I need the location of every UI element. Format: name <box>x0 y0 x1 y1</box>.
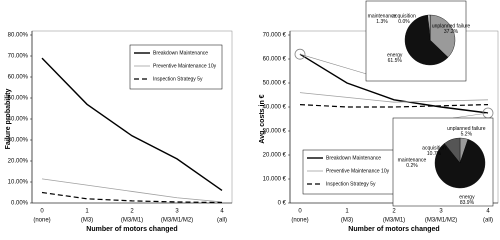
x-tick-sublabel: (all) <box>217 218 227 224</box>
x-axis-title: Number of motors changed <box>86 226 177 233</box>
x-tick-label: 1 <box>345 209 349 215</box>
y-tick-label: 0 € <box>278 201 287 207</box>
y-tick-label: 60.00% <box>8 75 29 81</box>
y-tick-label: 30.000 € <box>263 129 287 135</box>
pie-label: maintenance <box>398 157 427 163</box>
callout-line <box>452 112 489 119</box>
x-tick-sublabel: (M3/M1/M2) <box>425 218 457 224</box>
x-tick-label: 2 <box>130 209 134 215</box>
x-tick-sublabel: (M3/M1/M2) <box>161 218 193 224</box>
series-line <box>299 104 489 108</box>
callout-circle <box>294 48 306 60</box>
y-tick-label: 30.00% <box>8 138 29 144</box>
y-tick-label: 70.000 € <box>263 33 287 39</box>
pie-label: energy <box>459 194 475 200</box>
x-tick-label: 4 <box>486 209 490 215</box>
series-line <box>299 92 489 103</box>
pie-label: acquisition <box>392 13 416 19</box>
y-tick-label: 50.00% <box>8 96 29 102</box>
x-tick-label: 4 <box>220 209 224 215</box>
y-axis-title: Avg. costs in € <box>259 94 266 143</box>
x-tick-label: 0 <box>40 209 44 215</box>
x-tick-label: 1 <box>85 209 89 215</box>
x-tick-sublabel: (M3/M1) <box>121 218 143 224</box>
series-line <box>299 53 489 114</box>
pie-value-label: 0.0% <box>398 19 410 25</box>
pie-label: energy <box>387 52 403 58</box>
y-tick-label: 20.000 € <box>263 153 287 159</box>
y-tick-label: 20.00% <box>8 159 29 165</box>
legend-label: Inspection Strategy 5y <box>153 76 203 82</box>
pie-value-label: 5.2% <box>461 131 473 137</box>
legend-label: Preventive Maintenance 10y <box>326 168 390 174</box>
figure: 0.00% 10.00% 20.00% 30.00% 40.00% 50.00% 60.00… <box>5 0 499 233</box>
x-tick-sublabel: (M3) <box>341 218 353 224</box>
x-tick-label: 3 <box>175 209 179 215</box>
legend-label: Breakdown Maintenance <box>153 50 208 56</box>
pie-value-label: 83.9% <box>460 200 475 206</box>
y-axis-title: Failure probability <box>5 89 12 150</box>
x-tick-sublabel: (none) <box>33 218 50 224</box>
y-tick-label: 0.00% <box>11 201 29 207</box>
y-tick-label: 70.00% <box>8 54 29 60</box>
y-tick-label: 40.000 € <box>263 105 287 111</box>
pie-value-label: 37.2% <box>444 29 459 35</box>
pie-slice <box>404 14 449 66</box>
legend-label: Preventive Maintenance 10y <box>153 63 217 69</box>
x-tick-label: 3 <box>439 209 443 215</box>
y-tick-label: 40.00% <box>8 117 29 123</box>
y-tick-label: 10.000 € <box>263 177 287 183</box>
pie-value-label: 10.7% <box>427 151 442 157</box>
y-tick-label: 10.00% <box>8 180 29 186</box>
series-line <box>41 57 223 191</box>
x-tick-sublabel: (all) <box>483 218 493 224</box>
y-tick-label: 80.00% <box>8 33 29 39</box>
pie-label: maintenance <box>368 13 397 19</box>
x-tick-sublabel: (M3) <box>81 218 93 224</box>
pie-label: acquisition <box>422 145 446 151</box>
y-tick-label: 50.000 € <box>263 81 287 87</box>
x-tick-label: 2 <box>392 209 396 215</box>
x-tick-sublabel: (M3/M1) <box>383 218 405 224</box>
pie-value-label: 1.3% <box>376 19 388 25</box>
pie-value-label: 61.5% <box>388 58 403 64</box>
pie-slice <box>434 139 486 189</box>
pie-label: unplanned failure <box>432 24 471 30</box>
x-tick-sublabel: (none) <box>291 218 308 224</box>
pie-slice <box>429 14 456 58</box>
series-line <box>41 178 223 203</box>
y-tick-label: 60.000 € <box>263 57 287 63</box>
pie-value-label: 0.2% <box>406 163 418 169</box>
legend-label: Breakdown Maintenance <box>326 155 381 161</box>
x-axis-title: Number of motors changed <box>348 226 439 233</box>
x-tick-label: 0 <box>298 209 302 215</box>
callout-line <box>299 53 371 76</box>
pie-slice <box>444 137 461 164</box>
pie-label: unplanned failure <box>447 126 486 132</box>
series-line <box>41 191 223 204</box>
legend-label: Inspection Strategy 5y <box>326 181 376 187</box>
